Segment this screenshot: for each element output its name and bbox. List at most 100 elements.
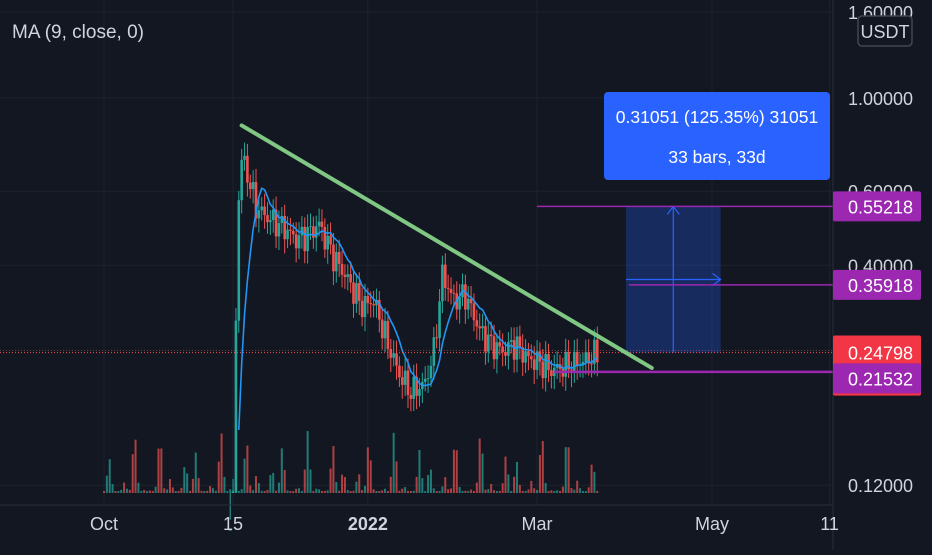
candle-body — [231, 491, 235, 493]
candle-body — [400, 377, 404, 385]
volume-bar — [168, 478, 171, 493]
volume-bar — [510, 490, 513, 493]
price-tag — [833, 191, 921, 222]
x-tick-label: 11 — [820, 514, 839, 534]
volume-bar — [472, 490, 475, 493]
candle-body — [320, 221, 324, 227]
volume-bar — [369, 460, 372, 493]
candle-body — [530, 356, 533, 360]
volume-bar — [180, 487, 183, 493]
price-tag — [833, 269, 921, 300]
volume-bar — [318, 489, 321, 493]
candle-body — [429, 365, 433, 379]
axis-layer: 1.600001.000000.600000.400000.12000Oct15… — [0, 0, 921, 550]
volume-bar — [303, 469, 306, 493]
volume-bar — [407, 490, 409, 493]
volume-bar — [355, 481, 358, 493]
volume-bar — [596, 490, 599, 493]
price-tag-label: 0.24798 — [848, 344, 913, 364]
volume-bar — [211, 488, 214, 493]
volume-bar — [123, 482, 126, 493]
candle-body — [475, 320, 479, 327]
candle-body — [337, 251, 341, 264]
candle-body — [541, 361, 545, 379]
volume-bar — [513, 476, 516, 493]
candle-body — [415, 376, 418, 396]
volume-bar — [507, 474, 510, 493]
volume-bar — [289, 490, 292, 493]
candle-body — [518, 336, 522, 348]
volume-bar — [409, 490, 412, 493]
candle-body — [501, 346, 504, 353]
volume-bar — [223, 476, 226, 493]
candle-body — [291, 230, 295, 235]
price-tag — [833, 363, 921, 394]
volume-bar — [447, 489, 450, 493]
volume-bar — [203, 490, 206, 493]
currency-badge-label: USDT — [861, 22, 910, 42]
volume-bar — [286, 490, 289, 493]
volume-bar — [329, 468, 332, 493]
volume-bar — [461, 490, 464, 493]
currency-badge[interactable] — [857, 15, 913, 47]
volume-bar — [237, 490, 240, 493]
candle-body — [441, 264, 444, 302]
volume-bar — [438, 490, 441, 493]
candle-body — [423, 378, 427, 382]
candle-body — [343, 274, 347, 277]
volume-bar — [493, 490, 496, 493]
x-tick-label: May — [695, 514, 729, 534]
volume-bar — [361, 490, 364, 493]
volume-bar — [452, 449, 455, 493]
x-tick-label: 15 — [223, 514, 243, 534]
measure-label-line1: 0.31051 (125.35%) 31051 — [616, 107, 818, 127]
volume-bar — [386, 490, 389, 493]
candle-body — [274, 209, 278, 237]
volume-bar — [137, 482, 140, 493]
candle-body — [406, 370, 410, 395]
candle-body — [492, 336, 496, 360]
volume-bar — [498, 490, 501, 493]
volume-bar — [470, 489, 473, 493]
volume-bar — [450, 488, 453, 493]
candle-body — [329, 235, 332, 245]
volume-bar — [427, 474, 430, 493]
volume-bar — [174, 490, 177, 493]
volume-bar — [435, 490, 438, 493]
candle-body — [446, 287, 450, 289]
volume-bar — [263, 491, 266, 493]
volume-bar — [538, 454, 541, 493]
volume-bar — [183, 467, 186, 493]
candle-body — [269, 220, 272, 223]
x-tick-label: Mar — [522, 514, 553, 534]
candle-body — [323, 226, 327, 250]
volume-bar — [363, 485, 366, 493]
volume-bar — [200, 490, 203, 493]
volume-bar — [533, 488, 536, 493]
candle-layer — [228, 142, 599, 531]
measure-arrowhead-right — [712, 273, 722, 286]
volume-bar — [323, 490, 326, 493]
candle-body — [237, 200, 241, 321]
candle-body — [314, 226, 318, 238]
measure-label-line2: 33 bars, 33d — [668, 147, 765, 167]
volume-bar — [458, 486, 461, 493]
volume-bar — [581, 490, 584, 493]
volume-bar — [389, 476, 392, 493]
candle-body — [280, 215, 284, 224]
candle-body — [509, 340, 513, 342]
volume-bar — [384, 488, 387, 493]
drawing-layer — [0, 123, 833, 374]
x-tick-label: Oct — [90, 514, 118, 534]
volume-bar — [206, 490, 209, 493]
volume-bar — [524, 490, 527, 493]
candle-body — [593, 339, 596, 364]
volume-bar — [490, 484, 493, 493]
volume-bar — [576, 480, 579, 493]
volume-bar — [191, 478, 194, 493]
volume-bar — [424, 490, 427, 493]
volume-bar — [295, 488, 298, 493]
volume-bar — [189, 490, 192, 493]
